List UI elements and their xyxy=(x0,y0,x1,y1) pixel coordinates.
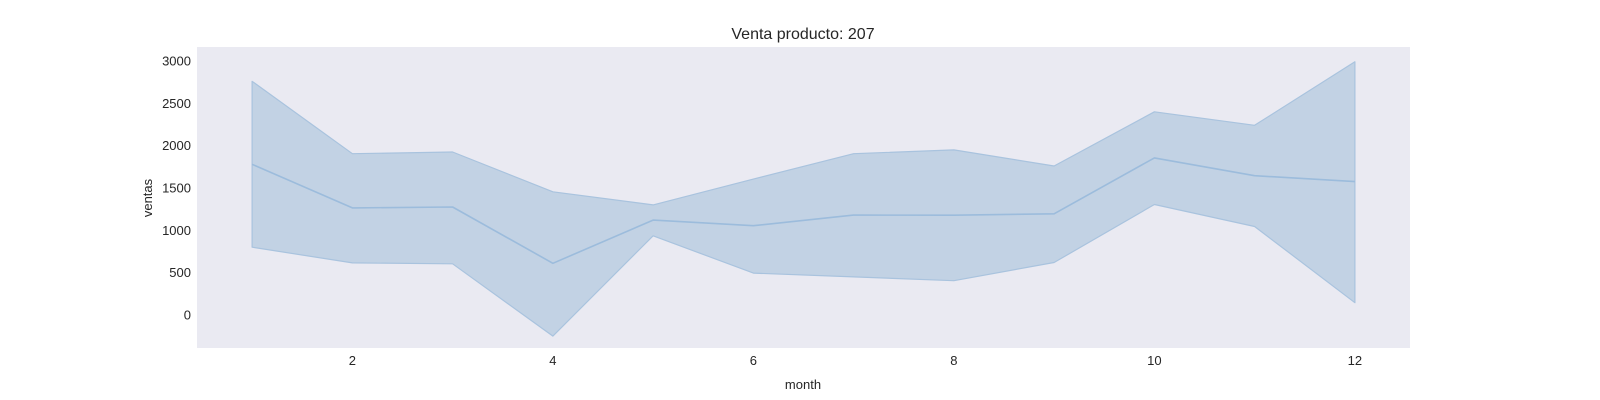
chart-title: Venta producto: 207 xyxy=(731,26,874,43)
x-axis-label: month xyxy=(785,377,821,392)
x-tick-label: 10 xyxy=(1147,353,1161,368)
y-axis-ticks: 0 500 1000 1500 2000 2500 3000 xyxy=(162,54,191,323)
x-tick-label: 4 xyxy=(549,353,556,368)
x-tick-label: 6 xyxy=(750,353,757,368)
confidence-band-layer xyxy=(251,61,1356,337)
y-tick-label: 0 xyxy=(184,308,191,323)
series-line-layer xyxy=(251,157,1355,265)
series-line xyxy=(251,157,1355,265)
y-tick-label: 2000 xyxy=(162,138,191,153)
y-tick-label: 2500 xyxy=(162,96,191,111)
x-tick-label: 2 xyxy=(349,353,356,368)
x-tick-label: 12 xyxy=(1348,353,1362,368)
confidence-band xyxy=(251,61,1356,337)
y-tick-label: 3000 xyxy=(162,54,191,69)
x-tick-label: 8 xyxy=(950,353,957,368)
x-axis-ticks: 2 4 6 8 10 12 xyxy=(349,353,1362,368)
y-tick-label: 1000 xyxy=(162,223,191,238)
y-axis-label: ventas xyxy=(140,178,155,217)
y-tick-label: 500 xyxy=(169,265,191,280)
y-tick-label: 1500 xyxy=(162,181,191,196)
